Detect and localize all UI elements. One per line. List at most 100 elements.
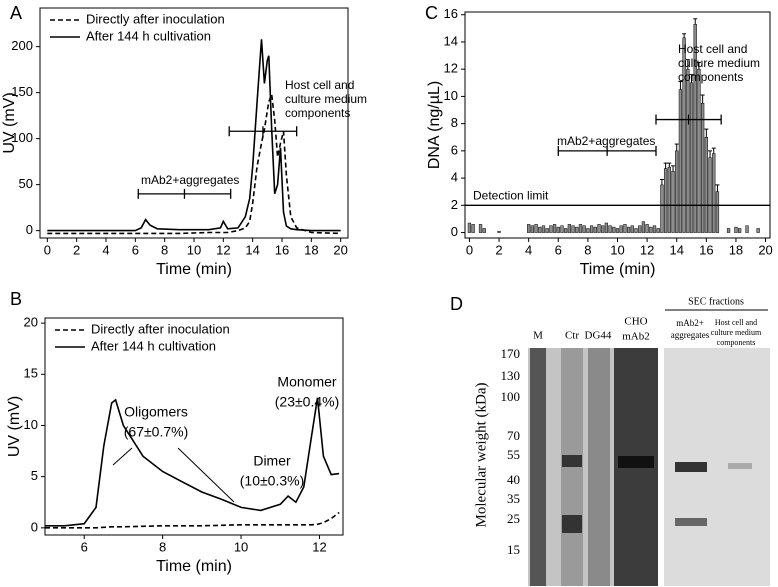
bar [715,191,720,233]
bar [675,150,679,233]
bar [467,222,472,233]
bar [478,224,483,233]
y-axis-label: UV (mV) [1,92,18,153]
lane-label: CHO [624,316,647,328]
lane-label: DG44 [585,330,612,342]
gel-band [675,462,707,472]
x-tick-label: 6 [555,242,562,257]
gel-band [618,456,654,468]
x-tick-label: 12 [312,539,326,554]
annotation: Host cell and [285,78,354,92]
bar [734,226,738,233]
bar [671,171,675,233]
panel-label: B [10,289,22,309]
bar [589,225,594,233]
y-axis-label: DNA (ng/µL) [426,81,443,169]
x-tick-label: 6 [81,539,88,554]
bar [686,68,690,233]
x-tick-label: 10 [234,539,248,554]
gel-band [562,455,582,467]
y-tick-label: 10 [24,417,38,432]
lane-label: mAb2 [622,331,650,343]
x-tick-label: 16 [699,242,713,257]
bar [745,225,749,233]
bar [645,224,649,233]
bar [608,225,612,233]
lane-label: M [533,330,543,342]
y-tick-label: 10 [444,88,458,103]
y-tick-label: 0 [451,224,458,239]
bar [597,224,601,233]
y-tick-label: 16 [444,6,458,21]
x-tick-label: 20 [758,242,772,257]
series-line [47,94,341,235]
bar [630,225,634,233]
lane-label: Host cell and [715,318,757,327]
x-axis-label: Time (min) [156,558,232,575]
legend-label: Directly after inoculation [91,321,230,336]
bar [726,228,731,233]
annotation: culture medium [285,92,367,106]
bar [482,228,486,233]
bar [571,225,575,233]
lane-label: mAb2+ [676,318,704,328]
annotation: (67±0.7%) [124,424,189,440]
bar [652,225,657,233]
bar [663,168,668,233]
bar [700,102,705,233]
lane-label: components [717,338,756,347]
gel-title: SEC fractions [688,296,744,307]
x-tick-label: 18 [304,242,318,257]
series-line [45,511,340,529]
y-tick-label: 0 [26,222,33,237]
y-tick-label: 2 [451,197,458,212]
bar [601,225,605,233]
x-tick-label: 10 [610,242,624,257]
panel-label: A [10,3,22,23]
bar [667,166,671,233]
x-axis-label: Time (min) [580,261,656,278]
gel-band [675,518,707,526]
legend-label: Directly after inoculation [86,11,225,26]
bar [549,225,553,233]
marker-label: 35 [507,491,520,506]
annotation: Oligomers [124,404,188,420]
x-tick-label: 12 [216,242,230,257]
y-tick-label: 6 [451,142,458,157]
x-tick-label: 0 [466,242,473,257]
bar [689,82,694,233]
bar [567,224,572,233]
bar [638,225,642,233]
bar [582,225,586,233]
ladder-lane [530,348,546,586]
bar [556,226,560,233]
y-tick-label: 50 [19,176,33,191]
y-tick-label: 5 [31,468,38,483]
annotation: (23±0.4%) [275,394,340,410]
x-tick-label: 20 [333,242,347,257]
bar [552,224,557,233]
bar [497,230,501,233]
series-line [47,39,341,232]
bar [634,228,638,233]
x-tick-label: 8 [584,242,591,257]
y-tick-label: 100 [11,130,33,145]
y-tick-label: 200 [11,38,33,53]
marker-label: 100 [501,389,521,404]
x-tick-label: 8 [161,242,168,257]
lane-label: aggregates [671,330,710,340]
bar [641,221,646,233]
y-tick-label: 150 [11,84,33,99]
gel-band [728,463,752,469]
bar [545,228,549,233]
panel-label: D [450,294,463,314]
y-tick-label: 20 [24,315,38,330]
legend-label: After 144 h cultivation [91,338,216,353]
bar [586,228,590,233]
bar [612,226,616,233]
bar [697,68,701,233]
x-tick-label: 12 [640,242,654,257]
x-tick-label: 18 [729,242,743,257]
marker-label: 25 [507,511,520,526]
bar [593,226,597,233]
